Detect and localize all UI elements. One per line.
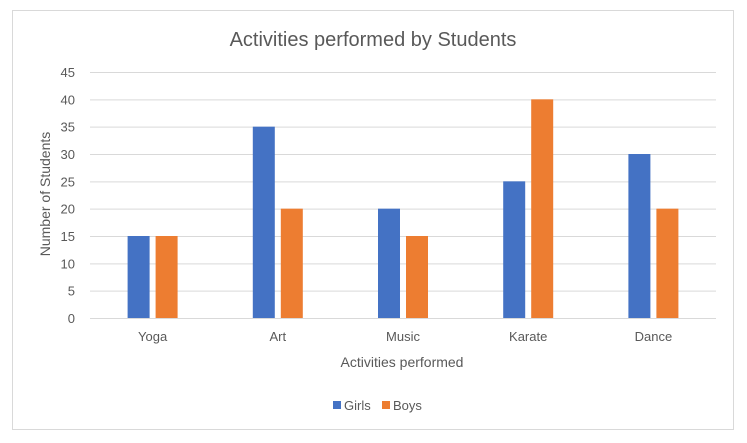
bar-boys-yoga — [155, 236, 178, 318]
bar-boys-music — [406, 236, 428, 318]
y-tick-label: 20 — [61, 202, 75, 217]
bar-girls-art — [252, 126, 275, 319]
y-tick-label: 15 — [61, 229, 75, 244]
legend-label: Girls — [344, 398, 371, 413]
legend-swatch — [382, 401, 390, 409]
chart-border — [12, 10, 734, 430]
bar-girls-yoga — [127, 236, 150, 318]
legend-swatch — [333, 401, 341, 409]
chart-title: Activities performed by Students — [230, 29, 517, 51]
gridlines — [90, 72, 716, 292]
x-tick-label: Art — [269, 329, 286, 344]
bar-boys-karate — [531, 99, 554, 318]
legend-label: Boys — [393, 398, 422, 413]
y-tick-label: 40 — [61, 92, 75, 107]
bars — [127, 99, 679, 319]
x-tick-label: Music — [386, 329, 420, 344]
y-tick-label: 0 — [68, 311, 75, 326]
x-tick-label: Yoga — [138, 329, 168, 344]
legend-item-boys: Boys — [382, 398, 422, 413]
bar-girls-dance — [628, 154, 651, 318]
y-tick-label: 45 — [61, 65, 75, 80]
bar-girls-karate — [503, 181, 526, 318]
x-axis-tick-labels: Yoga Art Music Karate Dance — [138, 329, 672, 344]
y-tick-label: 25 — [61, 174, 75, 189]
bar-girls-music — [378, 208, 400, 318]
x-axis-label: Activities performed — [341, 354, 464, 370]
x-tick-label: Karate — [509, 329, 547, 344]
y-tick-label: 5 — [68, 284, 75, 299]
x-tick-label: Dance — [635, 329, 673, 344]
bar-boys-dance — [656, 208, 679, 318]
legend: Girls Boys — [333, 398, 422, 413]
y-axis-tick-labels: 0 5 10 15 20 25 30 35 40 45 — [61, 65, 75, 326]
y-axis-label: Number of Students — [37, 132, 53, 257]
bar-boys-art — [280, 208, 303, 318]
y-tick-label: 10 — [61, 256, 75, 271]
legend-item-girls: Girls — [333, 398, 371, 413]
y-tick-label: 35 — [61, 120, 75, 135]
y-tick-label: 30 — [61, 147, 75, 162]
